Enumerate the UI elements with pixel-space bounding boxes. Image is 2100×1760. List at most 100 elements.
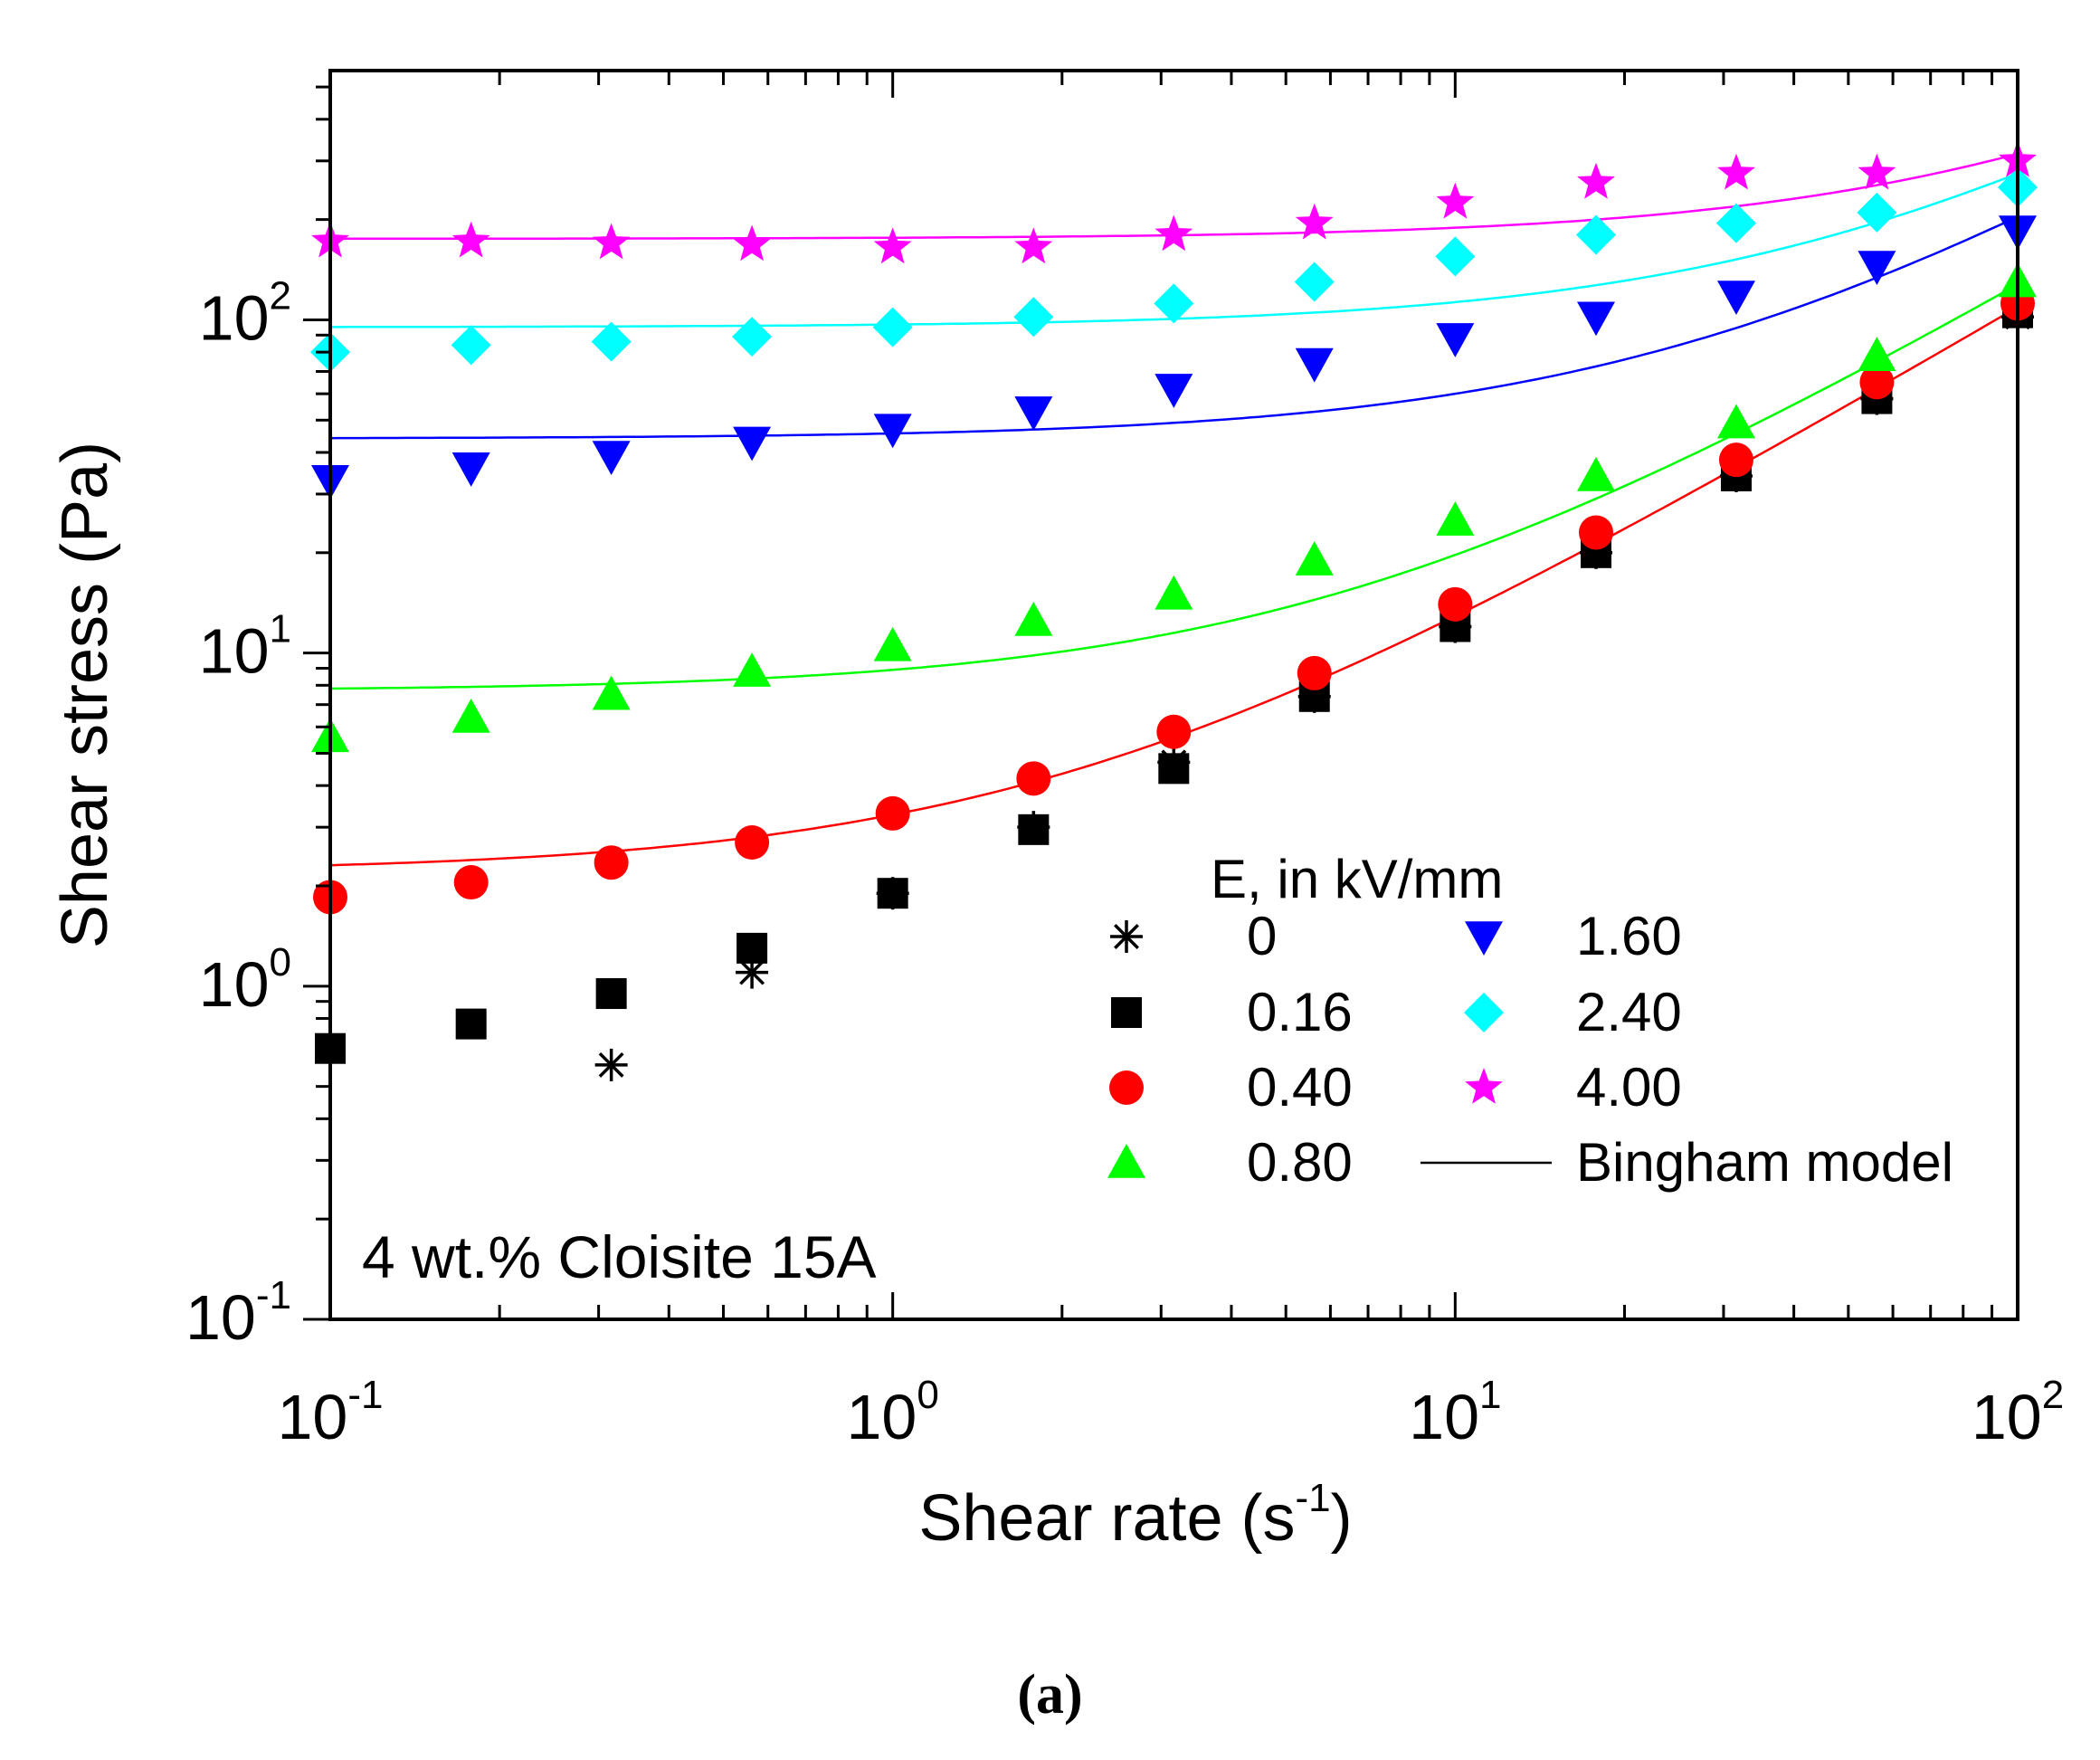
data-point <box>451 699 490 733</box>
data-point <box>733 224 771 262</box>
data-point <box>594 1048 628 1081</box>
legend-entry-4.00: 4.00 <box>1465 1057 1682 1118</box>
data-point <box>1577 456 1616 491</box>
data-point <box>1716 281 1755 316</box>
data-point <box>451 325 491 366</box>
legend-marker <box>1109 1070 1144 1105</box>
data-point <box>1579 515 1614 550</box>
data-point <box>1158 753 1190 785</box>
x-tick-label: 102 <box>1972 1373 2064 1452</box>
x-tick-label: 10-1 <box>278 1373 384 1452</box>
data-point <box>873 227 912 264</box>
plot-frame <box>328 69 2019 1321</box>
legend-entry-0.40: 0.40 <box>1109 1057 1353 1118</box>
legend-marker <box>1465 1068 1503 1104</box>
data-point <box>1858 153 1896 190</box>
data-point <box>732 317 773 357</box>
x-axis-label: Shear rate (s-1) <box>918 1476 1352 1555</box>
data-point <box>455 1008 487 1040</box>
data-point <box>1577 301 1616 337</box>
data-point <box>1014 227 1053 264</box>
data-point <box>1438 586 1473 622</box>
legend-label: 4.00 <box>1576 1057 1682 1118</box>
y-tick-label: 100 <box>199 940 291 1020</box>
legend-label: 0.80 <box>1247 1132 1353 1193</box>
data-point <box>1858 251 1896 286</box>
data-point <box>1577 162 1615 199</box>
data-point <box>1154 283 1194 324</box>
axes <box>328 69 2019 1321</box>
legend-entry-0.16: 0.16 <box>1111 982 1353 1042</box>
legend-entry-bingham: Bingham model <box>1421 1132 1953 1193</box>
data-point <box>1857 192 1897 233</box>
data-point <box>1436 501 1475 536</box>
data-point <box>873 626 912 661</box>
data-point <box>1295 541 1334 576</box>
y-tick-label: 10-1 <box>185 1273 291 1353</box>
data-point <box>1715 203 1756 243</box>
data-point <box>1436 182 1475 219</box>
data-point <box>1295 347 1334 383</box>
legend-marker <box>1107 1144 1145 1178</box>
data-point <box>735 825 770 861</box>
series-0.16 <box>315 297 2033 1064</box>
data-point <box>1436 323 1475 357</box>
series-0.80 <box>311 262 2037 753</box>
x-tick-label: 100 <box>846 1373 938 1452</box>
data-point <box>1859 365 1895 400</box>
legend: E, in kV/mm 0 0.16 0.40 0.80 1.60 2.40 4.00 Bin… <box>1107 849 1953 1193</box>
legend-entry-2.40: 2.40 <box>1464 982 1682 1042</box>
data-markers <box>310 140 2038 1081</box>
data-point <box>1718 442 1753 478</box>
data-point <box>1858 337 1896 371</box>
series-4.00 <box>311 140 2037 264</box>
data-point <box>733 652 772 687</box>
bingham-fit-1.60 <box>329 215 2019 440</box>
legend-label: 1.60 <box>1576 906 1682 966</box>
series-2.40 <box>310 166 2038 373</box>
axis-ticks <box>303 71 2019 1321</box>
data-point <box>451 221 490 258</box>
annotation-text: 4 wt.% Cloisite 15A <box>362 1223 877 1290</box>
data-point <box>1435 236 1476 277</box>
data-point <box>1576 214 1617 255</box>
data-point <box>1717 153 1755 190</box>
data-point <box>1155 575 1193 610</box>
data-point <box>1016 761 1051 796</box>
data-point <box>591 321 632 362</box>
data-point <box>733 426 772 461</box>
data-point <box>1295 203 1334 240</box>
data-point <box>592 675 631 710</box>
legend-marker <box>1465 921 1503 956</box>
data-point <box>453 865 489 900</box>
legend-label: 2.40 <box>1576 982 1682 1042</box>
data-point <box>1018 813 1050 845</box>
data-point <box>592 441 631 476</box>
y-axis-label: Shear stress (Pa) <box>49 442 121 948</box>
data-point <box>595 978 627 1010</box>
figure-caption: (a) <box>1017 1664 1083 1726</box>
data-point <box>736 932 768 964</box>
data-point <box>1014 601 1053 636</box>
legend-entry-1.60: 1.60 <box>1465 906 1682 966</box>
legend-marker <box>1111 997 1142 1028</box>
legend-entry-0.80: 0.80 <box>1107 1132 1353 1193</box>
legend-entry-0: 0 <box>1110 906 1277 966</box>
data-point <box>451 452 490 487</box>
data-point <box>873 414 912 449</box>
data-point <box>592 223 631 260</box>
data-point <box>594 845 629 880</box>
legend-label: 0 <box>1247 906 1277 966</box>
legend-label: Bingham model <box>1576 1132 1953 1193</box>
data-point <box>1014 396 1053 431</box>
data-point <box>1156 714 1192 749</box>
legend-marker <box>1464 993 1504 1032</box>
series-1.60 <box>311 215 2037 499</box>
data-point <box>1716 404 1755 439</box>
data-point <box>1297 655 1332 690</box>
y-tick-label: 101 <box>199 607 291 687</box>
legend-marker <box>1110 920 1143 953</box>
data-point <box>1294 262 1335 302</box>
bingham-fit-0.80 <box>329 283 2019 690</box>
